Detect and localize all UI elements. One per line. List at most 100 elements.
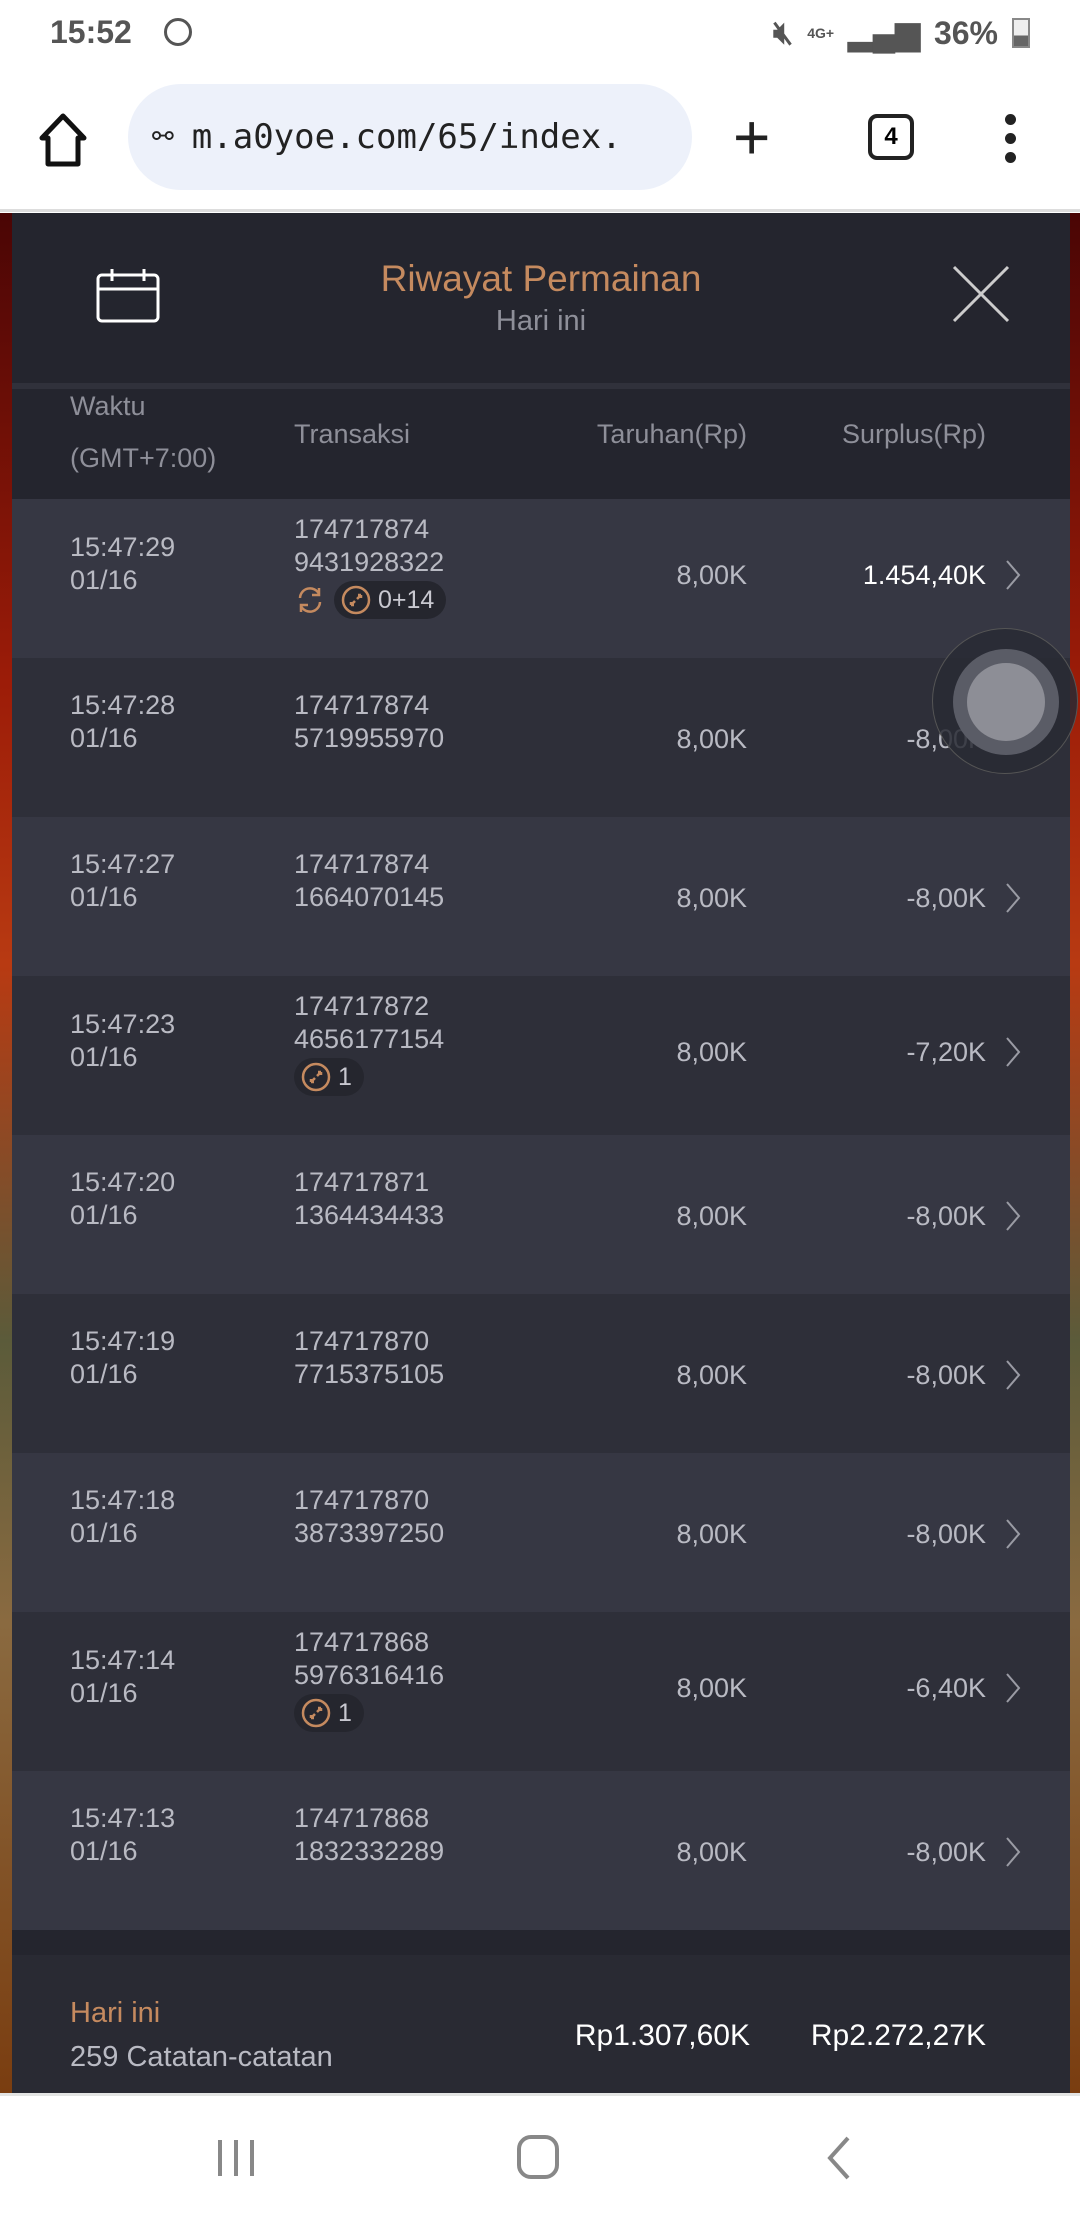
row-surplus: -6,40K <box>906 1673 986 1703</box>
chevron-right-icon[interactable] <box>1004 881 1022 915</box>
battery-level: 36% <box>933 14 998 51</box>
signal-icon: ▂▄▆ <box>848 15 920 51</box>
chevron-right-icon[interactable] <box>1004 1199 1022 1233</box>
free-spin-count: 1 <box>338 1062 352 1091</box>
column-surplus: Surplus(Rp) <box>841 419 986 449</box>
row-date: 01/16 <box>70 723 138 753</box>
more-menu-icon[interactable] <box>1005 114 1017 171</box>
table-header: Waktu (GMT+7:00) Transaksi Taruhan(Rp) S… <box>12 389 1070 499</box>
system-nav-bar <box>0 2093 1080 2220</box>
table-row[interactable]: 15:47:2801/1617471787457199559708,00K-8,… <box>12 658 1070 817</box>
row-time: 15:47:23 <box>70 1009 176 1039</box>
tab-switcher-button[interactable]: 4 <box>868 114 914 160</box>
table-row[interactable]: 15:47:13 01/16 174717868 1832332289 8,00K -8,… <box>12 1771 1070 1930</box>
row-transaction-id: 174717870 <box>294 1485 430 1515</box>
free-spin-icon <box>301 1698 331 1728</box>
row-transaction-id-cont: 5719955970 <box>294 723 445 753</box>
history-list: 15:47:29 01/16 174717874 9431928322 0+14 8,00… <box>12 499 1070 1930</box>
row-date: 01/16 <box>70 882 138 912</box>
row-date: 01/16 <box>70 565 138 595</box>
row-surplus: -8,00K <box>906 1519 986 1549</box>
calendar-icon[interactable] <box>96 267 160 323</box>
chevron-right-icon[interactable] <box>1004 1671 1022 1705</box>
row-transaction-id: 174717870 <box>294 1326 430 1356</box>
table-row[interactable]: 15:47:14 01/16 174717868 5976316416 1 8,00K -6… <box>12 1612 1070 1771</box>
row-bet: 8,00K <box>676 1673 747 1703</box>
date-filter-label[interactable]: Hari ini <box>495 305 587 337</box>
site-settings-icon[interactable]: ⚯ <box>152 122 174 152</box>
new-tab-icon[interactable]: + <box>733 101 771 173</box>
home-icon[interactable] <box>38 112 88 168</box>
row-date: 01/16 <box>70 1200 138 1230</box>
row-date: 01/16 <box>70 1836 138 1866</box>
row-bet: 8,00K <box>676 560 747 590</box>
free-spin-count: 0+14 <box>378 585 435 614</box>
address-bar[interactable]: ⚯ m.a0yoe.com/65/index. <box>128 84 692 190</box>
battery-icon <box>1012 18 1030 48</box>
mute-icon: 🔇︎ <box>773 14 794 50</box>
column-time: Waktu <box>70 391 146 421</box>
summary-footer: Hari ini 259 Catatan-catatan Rp1.307,60K… <box>12 1955 1070 2093</box>
row-transaction-id: 174717868 <box>294 1803 430 1833</box>
row-time: 15:47:27 <box>70 849 176 879</box>
status-bar: 15:52 🔇︎ 4G+ ▂▄▆ 36% <box>0 0 1080 70</box>
free-spin-icon <box>341 585 371 615</box>
assistive-touch-button[interactable] <box>932 628 1078 774</box>
back-icon[interactable] <box>824 2136 852 2180</box>
summary-record-count: 259 Catatan-catatan <box>70 2041 333 2073</box>
column-bet: Taruhan(Rp) <box>596 419 747 449</box>
row-transaction-id: 174717871 <box>294 1167 430 1197</box>
home-nav-icon[interactable] <box>516 2134 560 2182</box>
table-row[interactable]: 15:47:20 01/16 174717871 1364434433 8,00K -8,… <box>12 1135 1070 1294</box>
row-transaction-id-cont: 5976316416 <box>294 1660 445 1690</box>
row-surplus: -8,00K <box>906 1201 986 1231</box>
chevron-right-icon[interactable] <box>1004 1358 1022 1392</box>
recent-apps-icon[interactable] <box>216 2136 256 2180</box>
row-surplus: -8,00K <box>906 1360 986 1390</box>
row-transaction-id: 174717872 <box>294 991 430 1021</box>
row-surplus: -8,00K <box>906 1837 986 1867</box>
notification-circle-icon <box>164 18 192 46</box>
bonus-badges: 1 <box>294 1058 444 1096</box>
browser-toolbar: ⚯ m.a0yoe.com/65/index. + 4 <box>0 70 1080 212</box>
table-row[interactable]: 15:47:18 01/16 174717870 3873397250 8,00K -8,… <box>12 1453 1070 1612</box>
row-time: 15:47:18 <box>70 1485 176 1515</box>
free-spin-badge: 1 <box>294 1694 364 1732</box>
row-time: 15:47:29 <box>70 532 176 562</box>
table-row[interactable]: 15:47:23 01/16 174717872 4656177154 1 8,00K -7… <box>12 976 1070 1135</box>
network-type: 4G+ <box>807 25 835 41</box>
row-surplus: 1.454,40K <box>862 560 986 590</box>
row-bet: 8,00K <box>676 1360 747 1390</box>
status-time: 15:52 <box>50 14 132 50</box>
game-history-modal: Riwayat Permainan Hari ini Waktu (GMT+7:… <box>12 213 1070 2093</box>
chevron-right-icon[interactable] <box>1004 558 1022 592</box>
row-bet: 8,00K <box>676 1519 747 1549</box>
bonus-badges: 1 <box>294 1694 444 1732</box>
free-spin-icon <box>301 1062 331 1092</box>
summary-period: Hari ini <box>70 1997 161 2029</box>
table-row[interactable]: 15:47:19 01/16 174717870 7715375105 8,00K -8,… <box>12 1294 1070 1453</box>
divider <box>12 383 1070 389</box>
summary-total-surplus: Rp2.272,27K <box>810 2019 986 2052</box>
close-icon[interactable] <box>952 265 1010 323</box>
column-timezone: (GMT+7:00) <box>70 443 217 473</box>
chevron-right-icon[interactable] <box>1004 1517 1022 1551</box>
chevron-right-icon[interactable] <box>1004 1835 1022 1869</box>
modal-title: Riwayat Permainan <box>380 258 702 299</box>
free-spin-count: 1 <box>338 1698 352 1727</box>
row-transaction-id-cont: 3873397250 <box>294 1518 445 1548</box>
bonus-badges: 0+14 <box>294 581 447 619</box>
row-bet: 8,00K <box>676 1037 747 1067</box>
row-time: 15:47:13 <box>70 1803 176 1833</box>
row-date: 01/16 <box>70 1042 138 1072</box>
row-date: 01/16 <box>70 1518 138 1548</box>
row-transaction-id: 174717874 <box>294 514 430 544</box>
row-transaction-id-cont: 1664070145 <box>294 882 445 912</box>
row-bet: 8,00K <box>676 1837 747 1867</box>
table-row[interactable]: 15:47:29 01/16 174717874 9431928322 0+14 8,00… <box>12 499 1070 658</box>
table-row[interactable]: 15:47:27 01/16 174717874 1664070145 8,00K -8,… <box>12 817 1070 976</box>
row-transaction-id: 174717874 <box>294 849 430 879</box>
refresh-icon <box>298 587 322 613</box>
row-surplus: -8,00K <box>906 883 986 913</box>
chevron-right-icon[interactable] <box>1004 1035 1022 1069</box>
